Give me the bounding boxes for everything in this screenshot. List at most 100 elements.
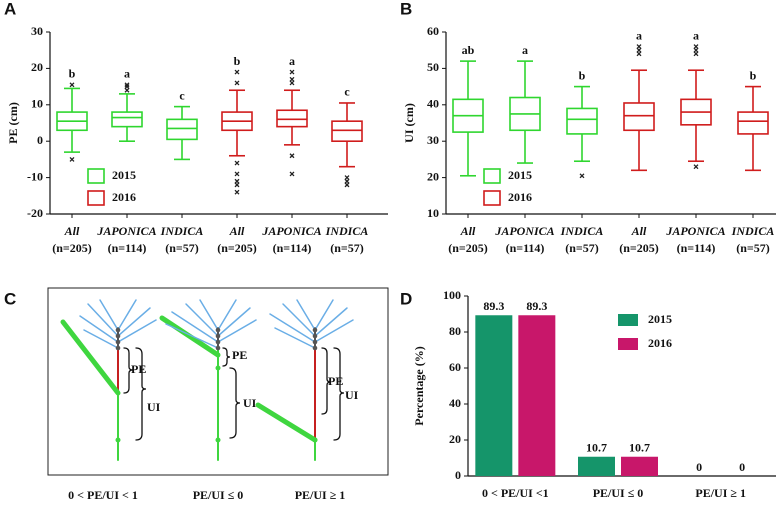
outlier (289, 80, 295, 86)
outlier (289, 171, 295, 177)
x-tick-count: (n=114) (677, 241, 716, 255)
outlier (693, 44, 699, 50)
y-tick-label: 30 (427, 133, 439, 147)
value-label: 0 (696, 460, 702, 474)
box-plot (56, 82, 88, 162)
panel-letter: B (400, 0, 412, 18)
plant-caption: PE/UI ≥ 1 (295, 488, 346, 502)
x-tick-count: (n=57) (165, 241, 199, 255)
x-tick-label: INDICA (325, 224, 369, 238)
outlier (693, 51, 699, 57)
plant-caption: PE/UI ≤ 0 (193, 488, 244, 502)
y-tick-label: 0 (37, 133, 43, 147)
y-tick-label: 10 (31, 97, 43, 111)
box-plot (737, 85, 769, 172)
box-plot (566, 85, 598, 179)
x-tick-count: (n=57) (330, 241, 364, 255)
diagram-c: C PE UI (4, 287, 389, 502)
legend-label: 2016 (508, 190, 532, 204)
box (166, 118, 198, 141)
outlier (636, 44, 642, 50)
x-tick-count: (n=114) (506, 241, 545, 255)
outlier (234, 80, 240, 86)
ui-label: UI (243, 396, 257, 410)
significance-label: a (693, 28, 699, 42)
x-tick-count: (n=57) (565, 241, 599, 255)
y-tick-label: 30 (31, 24, 43, 38)
x-tick-label: PE/UI ≤ 0 (593, 486, 644, 500)
plant: PE UI (60, 299, 161, 461)
y-tick-label: 0 (455, 468, 461, 482)
x-tick-label: INDICA (731, 224, 775, 238)
box (111, 111, 143, 128)
outlier (234, 182, 240, 188)
x-tick-label: INDICA (160, 224, 204, 238)
y-tick-label: 20 (31, 60, 43, 74)
bar (578, 456, 615, 476)
y-axis-title: Percentage (%) (412, 346, 426, 425)
x-tick-label: All (631, 224, 647, 238)
legend-label: 2015 (508, 168, 532, 182)
outlier (289, 153, 295, 159)
legend-swatch (483, 168, 501, 184)
box (623, 102, 655, 132)
y-tick-label: 80 (449, 324, 461, 338)
outlier (124, 82, 130, 88)
y-tick-label: 60 (427, 24, 439, 38)
legend-swatch (483, 190, 501, 206)
value-label: 89.3 (483, 299, 504, 313)
outlier (636, 51, 642, 57)
box-plot (452, 60, 484, 177)
y-tick-label: 40 (427, 97, 439, 111)
x-tick-label: JAPONICA (665, 224, 725, 238)
outlier (234, 171, 240, 177)
outlier (234, 189, 240, 195)
pe-label: PE (328, 374, 343, 388)
outlier (69, 156, 75, 162)
y-axis-title: PE (cm) (6, 102, 20, 144)
legend-label: 2015 (112, 168, 136, 182)
significance-label: a (636, 28, 642, 42)
box-plot (111, 82, 143, 142)
outlier (289, 76, 295, 82)
significance-label: a (522, 43, 528, 57)
x-tick-label: 0 < PE/UI <1 (482, 486, 549, 500)
box-plot (331, 102, 363, 188)
y-tick-label: 100 (443, 288, 461, 302)
significance-label: b (234, 54, 241, 68)
significance-label: c (179, 88, 185, 102)
x-tick-label: INDICA (560, 224, 604, 238)
plant-caption: 0 < PE/UI < 1 (68, 488, 138, 502)
panel-letter: C (4, 289, 16, 308)
outlier (636, 47, 642, 53)
x-tick-count: (n=205) (448, 241, 488, 255)
legend-label: 2015 (648, 312, 672, 326)
frame (47, 287, 389, 476)
plant: PE UI (159, 299, 257, 461)
x-tick-label: JAPONICA (96, 224, 156, 238)
box-plot (166, 105, 198, 161)
significance-label: b (69, 67, 76, 81)
bar (621, 456, 658, 476)
significance-label: ab (462, 43, 475, 57)
legend-swatch (618, 338, 638, 350)
y-tick-label: -10 (27, 169, 43, 183)
y-axis-title: UI (cm) (402, 103, 416, 143)
bar (475, 315, 513, 476)
significance-label: a (289, 54, 295, 68)
x-tick-label: JAPONICA (261, 224, 321, 238)
x-tick-count: (n=57) (736, 241, 770, 255)
significance-label: b (750, 68, 757, 82)
outlier (234, 178, 240, 184)
box (737, 111, 769, 135)
box-plot (680, 44, 712, 170)
outlier (344, 178, 350, 184)
x-tick-count: (n=114) (273, 241, 312, 255)
legend-swatch (87, 190, 105, 206)
outlier (693, 164, 699, 170)
box-plot (509, 60, 541, 164)
ui-label: UI (147, 400, 161, 414)
outlier (344, 182, 350, 188)
x-tick-count: (n=114) (108, 241, 147, 255)
